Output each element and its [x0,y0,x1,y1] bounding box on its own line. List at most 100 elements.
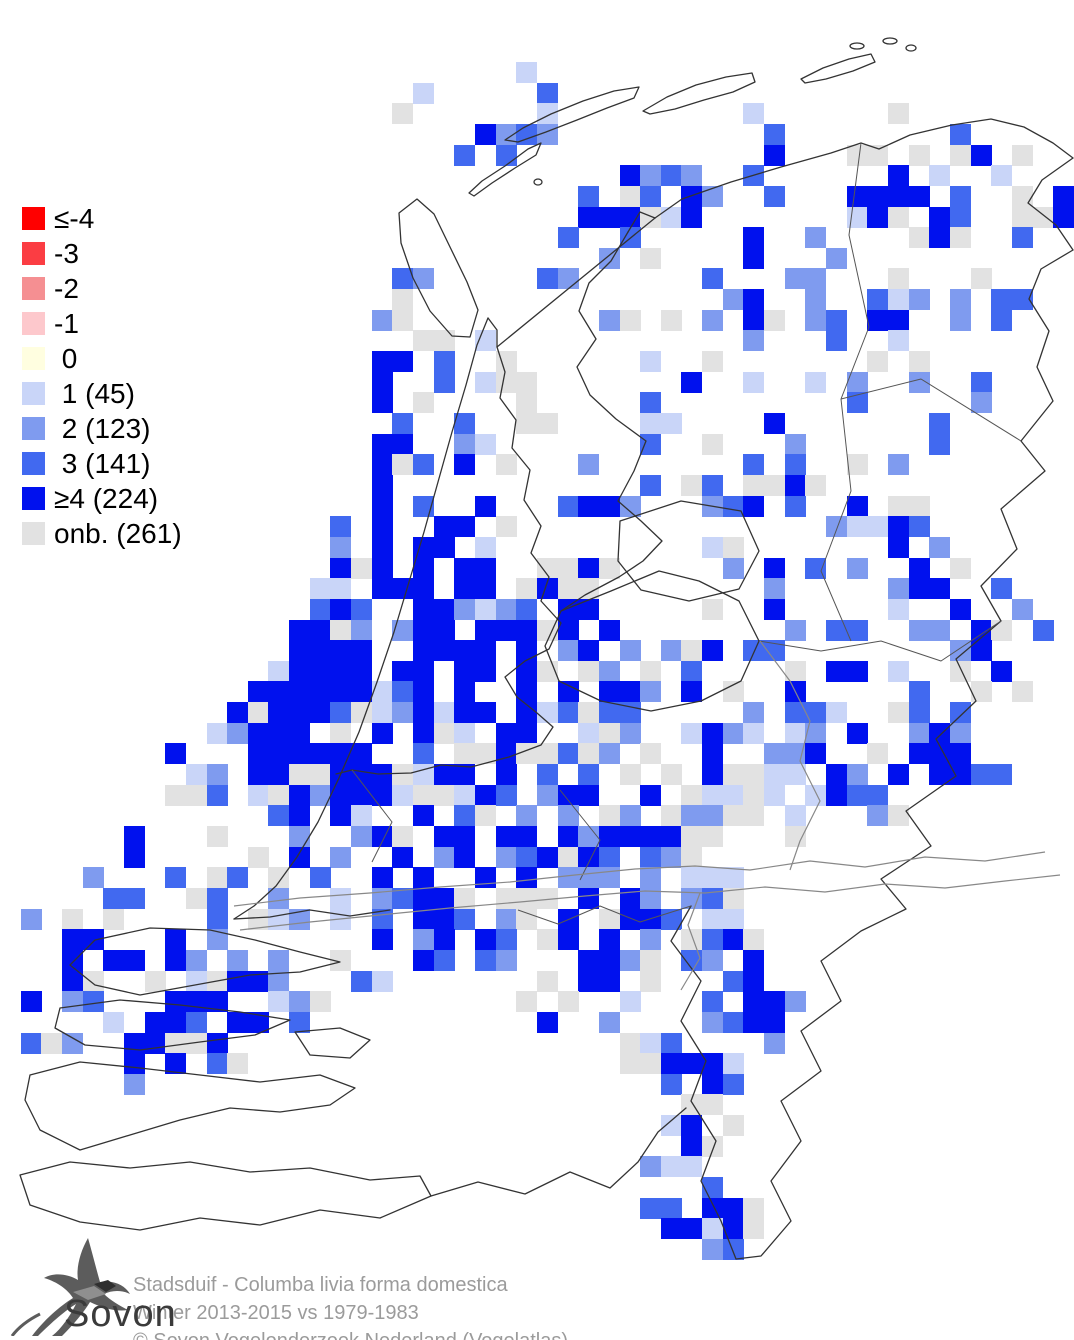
grid-cell [640,165,662,187]
grid-cell [619,908,641,930]
grid-cell [495,743,517,765]
grid-cell [846,454,868,476]
grid-cell [289,722,311,744]
grid-cell [165,1053,187,1075]
grid-cell [185,887,207,909]
grid-cell [722,764,744,785]
grid-cell [454,784,476,806]
grid-cell [289,743,311,765]
grid-cell [144,1032,166,1054]
grid-cell [784,722,806,744]
legend-item-le-4: ≤-4 [22,201,182,236]
grid-cell [640,1032,662,1054]
grid-cell [619,1032,641,1054]
grid-cell [123,1073,145,1095]
grid-cell [1032,619,1054,641]
grid-cell [619,764,641,785]
grid-cell [846,764,868,785]
legend-swatch [22,242,45,265]
legend: ≤-4 -3 -2 -1 0 1 (45) 2 (123) 3 (141) ≥4 (22… [22,201,182,551]
grid-cell [268,949,290,971]
grid-cell [474,371,496,393]
grid-cell [557,867,579,889]
grid-cell [206,764,228,785]
grid-cell [82,991,104,1013]
grid-cell [743,784,765,806]
grid-cell [702,474,724,496]
grid-cell [61,970,83,992]
grid-cell [764,474,785,496]
grid-cell [165,743,187,765]
grid-cell [123,826,145,847]
grid-cell [681,660,703,682]
grid-cell [206,722,228,744]
grid-cell [474,123,496,145]
grid-cell [1011,144,1033,166]
grid-cell [640,351,662,372]
grid-cell [454,764,476,785]
grid-cell [536,970,558,992]
grid-cell [681,1218,703,1240]
grid-cell [351,640,372,662]
grid-cell [536,103,558,125]
grid-cell [413,392,434,414]
grid-cell [681,1115,703,1137]
grid-cell [289,681,311,703]
grid-cell [887,805,909,827]
grid-cell [474,743,496,765]
grid-cell [846,619,868,641]
grid-cell [598,557,620,579]
grid-cell [1011,598,1033,620]
grid-cell [371,681,393,703]
grid-cell [330,908,352,930]
grid-cell [764,144,785,166]
grid-cell [454,887,476,909]
legend-label: 2 (123) [54,412,151,444]
grid-cell [826,660,847,682]
grid-cell [867,516,889,538]
grid-cell [82,970,104,992]
grid-cell [454,557,476,579]
grid-cell [640,1156,662,1178]
grid-cell [970,268,992,290]
grid-cell [949,598,971,620]
grid-cell [454,516,476,538]
grid-cell [908,557,930,579]
grid-cell [247,764,269,785]
grid-cell [887,516,909,538]
grid-cell [991,619,1013,641]
grid-cell [433,516,455,538]
grid-cell [660,1032,682,1054]
grid-cell [970,392,992,414]
grid-cell [392,454,414,476]
grid-cell [413,536,434,558]
grid-cell [702,495,724,517]
grid-cell [929,433,951,455]
grid-cell [598,908,620,930]
grid-cell [846,784,868,806]
grid-cell [619,227,641,249]
grid-cell [578,206,600,228]
grid-cell [20,908,42,930]
grid-cell [495,454,517,476]
grid-cell [970,640,992,662]
grid-cell [681,185,703,207]
grid-cell [351,660,372,682]
legend-swatch [22,277,45,300]
grid-cell [433,536,455,558]
grid-cell [268,784,290,806]
grid-cell [578,784,600,806]
grid-cell [330,784,352,806]
grid-cell [949,185,971,207]
grid-cell [887,578,909,600]
grid-cell [516,392,538,414]
grid-cell [660,846,682,868]
grid-cell [681,826,703,847]
grid-cell [826,702,847,724]
grid-cell [949,764,971,785]
grid-cell [309,764,331,785]
grid-cell [330,619,352,641]
legend-label: -2 [54,272,79,304]
grid-cell [846,660,868,682]
grid-cell [640,206,662,228]
